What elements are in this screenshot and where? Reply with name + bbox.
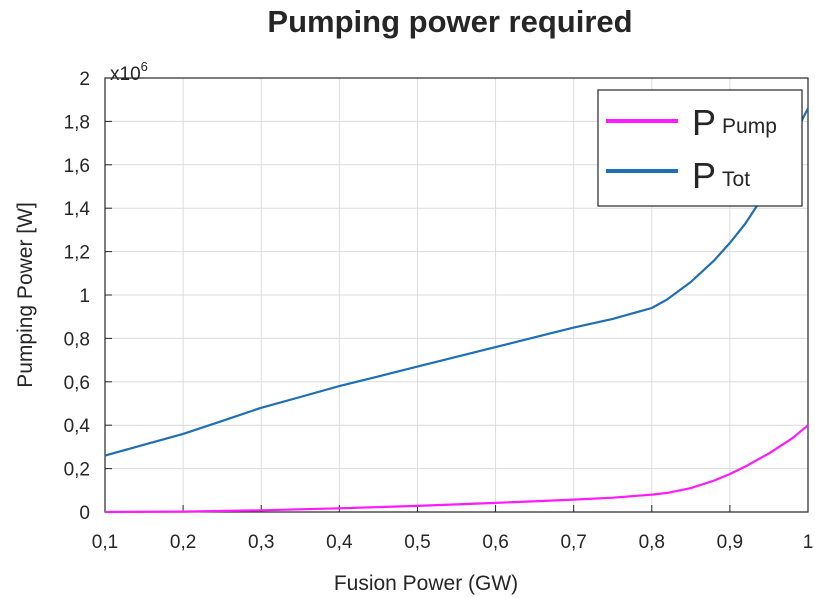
x-tick-label: 0,7 — [560, 532, 586, 553]
x-tick-label: 0,8 — [639, 532, 665, 553]
y-tick-label: 1,6 — [64, 156, 90, 177]
series-line-tot — [104, 107, 809, 457]
y-tick-label: 2 — [79, 69, 90, 90]
y-tick-label: 0,2 — [64, 460, 90, 481]
x-tick-label: 0,6 — [482, 532, 508, 553]
y-tick-label: 0,8 — [64, 329, 90, 350]
x-tick-label: 1 — [803, 532, 814, 553]
x-tick-label: 0,5 — [404, 532, 430, 553]
series-lines — [104, 107, 809, 514]
series-line-pump — [104, 424, 809, 514]
chart-title: Pumping power required — [267, 4, 633, 39]
legend-label-pump: P Pump — [692, 102, 777, 143]
y-tick-label: 1 — [79, 286, 90, 307]
x-tick-label: 0,1 — [92, 532, 118, 553]
x-tick-label: 0,4 — [326, 532, 353, 553]
y-tick-label: 0,4 — [64, 416, 91, 437]
x-tick-label: 0,9 — [717, 532, 743, 553]
y-tick-label: 1,8 — [64, 112, 90, 133]
legend-label-tot: P Tot — [692, 155, 750, 196]
x-tick-label: 0,2 — [170, 532, 196, 553]
x-tick-label: 0,3 — [248, 532, 274, 553]
y-tick-label: 0,6 — [64, 373, 90, 394]
legend: P Pump P Tot — [597, 89, 803, 207]
y-axis-label: Pumping Power [W] — [14, 202, 37, 388]
y-tick-label: 1,2 — [64, 243, 90, 264]
axis-ticks: 0,1 0,2 0,3 0,4 0,5 0,6 0,7 0,8 0,9 1 0 0,2 0,4 0,6 0,… — [64, 69, 814, 553]
y-tick-label: 0 — [79, 503, 90, 524]
y-axis-multiplier: x106 — [110, 59, 148, 85]
x-axis-label: Fusion Power (GW) — [334, 572, 518, 595]
legend-box — [597, 89, 803, 207]
y-tick-label: 1,4 — [64, 199, 91, 220]
